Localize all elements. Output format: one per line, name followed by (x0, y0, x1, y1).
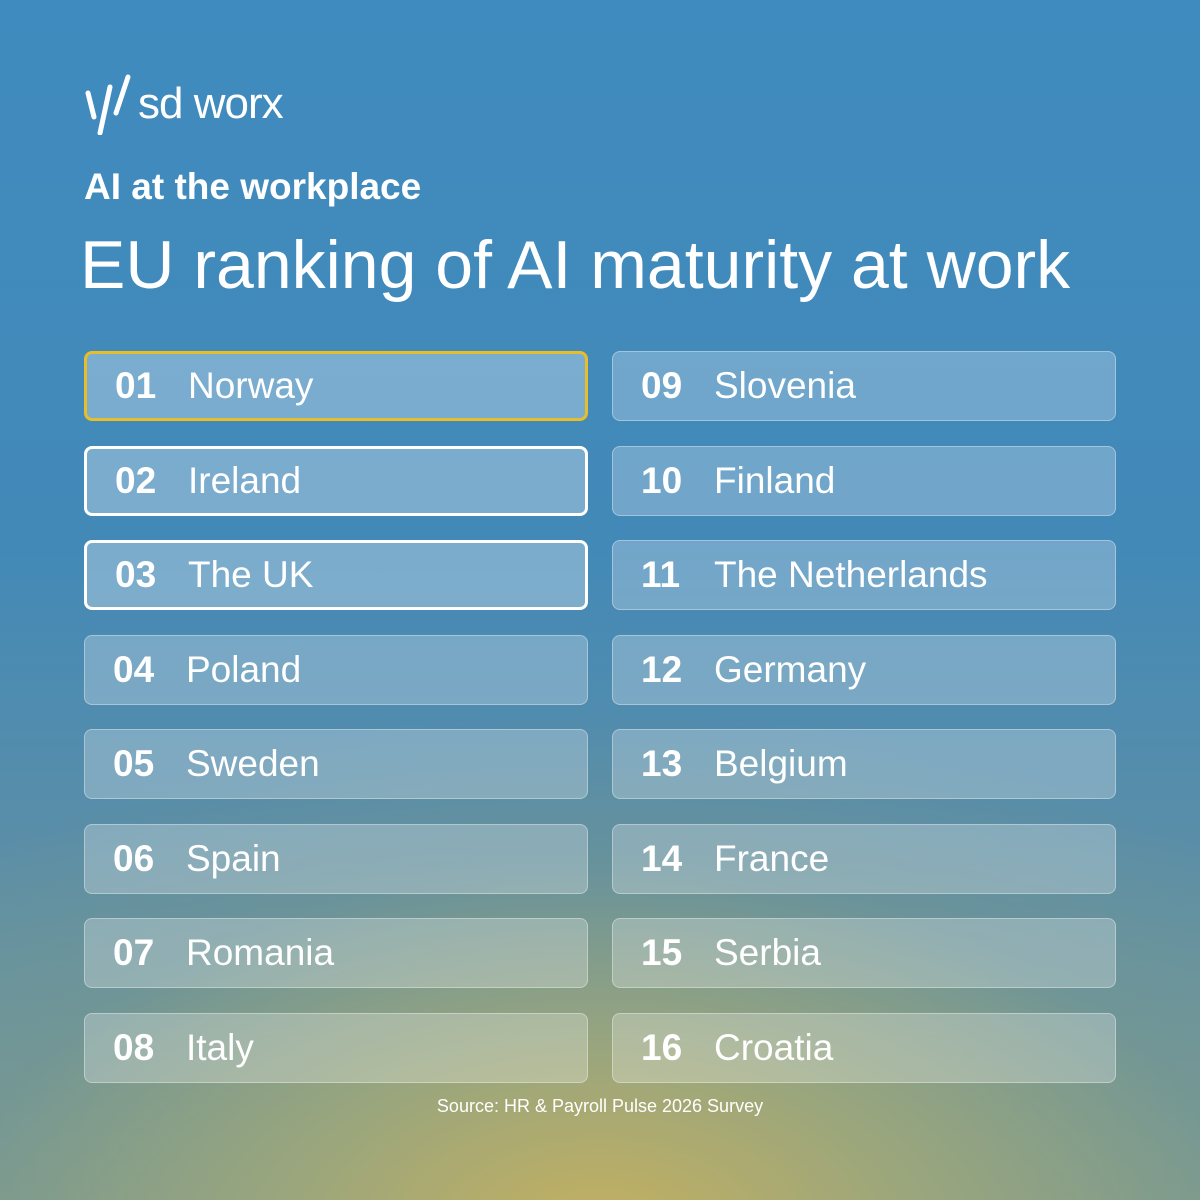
ranking-item: 04 Poland (84, 634, 588, 705)
ranking-item: 01 Norway (84, 351, 588, 421)
country: Romania (186, 932, 335, 973)
ranking-item: 02 Ireland (84, 445, 588, 516)
rank: 05 (113, 743, 155, 784)
rank: 15 (641, 932, 683, 973)
ranking-item: 10 Finland (612, 445, 1116, 516)
ranking-item: 05 Sweden (84, 729, 588, 799)
rank: 04 (113, 648, 155, 690)
country: Italy (186, 1026, 254, 1068)
subtitle: AI at the workplace (84, 166, 422, 207)
country: Belgium (714, 743, 848, 784)
rank: 13 (641, 743, 683, 784)
rank: 06 (113, 837, 155, 879)
rank: 07 (113, 932, 155, 973)
country: Croatia (714, 1026, 834, 1068)
rank: 11 (641, 554, 681, 595)
country: Ireland (188, 459, 302, 501)
country: Poland (186, 648, 302, 690)
country: France (714, 837, 830, 879)
title: EU ranking of AI maturity at work (80, 227, 1071, 303)
country: Norway (188, 365, 314, 406)
rank: 10 (641, 459, 683, 501)
country: The Netherlands (714, 554, 988, 595)
ranking-item: 12 Germany (612, 634, 1116, 705)
country: The UK (188, 554, 314, 595)
rank: 01 (115, 365, 157, 406)
ranking-item: 03 The UK (84, 540, 588, 610)
ranking-item: 14 France (612, 823, 1116, 894)
ranking-item: 07 Romania (84, 918, 588, 988)
ranking-item: 15 Serbia (612, 918, 1116, 988)
country: Germany (714, 648, 867, 690)
source: Source: HR & Payroll Pulse 2026 Survey (436, 1096, 764, 1116)
ranking-item: 16 Croatia (612, 1012, 1116, 1083)
rank: 02 (115, 459, 157, 501)
rank: 09 (641, 365, 683, 406)
country: Finland (714, 459, 836, 501)
ranking-item: 08 Italy (84, 1012, 588, 1083)
rank: 14 (641, 837, 683, 879)
logo-mark (85, 74, 131, 135)
logo: sd worx (84, 72, 284, 136)
country: Serbia (714, 932, 821, 973)
logo-text: sd worx (138, 79, 284, 128)
ranking-item: 13 Belgium (612, 729, 1116, 799)
rank: 03 (115, 554, 157, 595)
ranking-item: 09 Slovenia (612, 351, 1116, 421)
rank: 08 (113, 1026, 155, 1068)
ranking-item: 06 Spain (84, 823, 588, 894)
ranking-item: 11 The Netherlands (612, 540, 1116, 610)
rank: 12 (641, 648, 683, 690)
rank: 16 (641, 1026, 683, 1068)
country: Slovenia (714, 365, 856, 406)
country: Spain (186, 837, 281, 879)
country: Sweden (186, 743, 320, 784)
